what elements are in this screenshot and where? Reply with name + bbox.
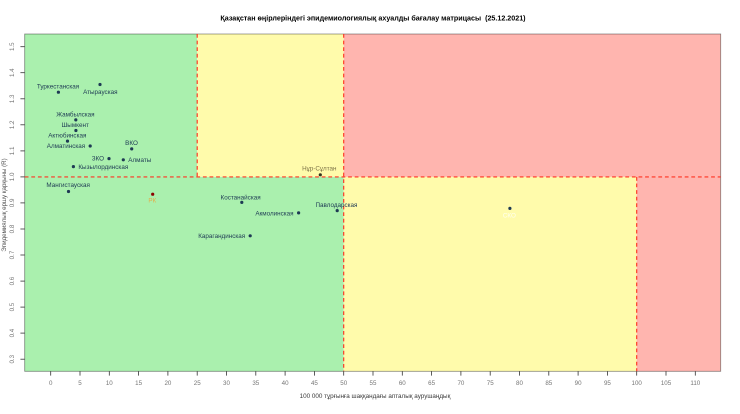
svg-text:100 000 тұрғынға шаққандағы ап: 100 000 тұрғынға шаққандағы апталық ауру… xyxy=(300,393,451,400)
svg-text:Қазақстан өңірлеріндегі эпидем: Қазақстан өңірлеріндегі эпидемиологиялық… xyxy=(220,15,526,23)
svg-text:20: 20 xyxy=(164,380,171,387)
svg-text:70: 70 xyxy=(457,380,464,387)
svg-text:Нұр-Сұлтан: Нұр-Сұлтан xyxy=(302,166,337,173)
svg-text:15: 15 xyxy=(135,380,142,387)
svg-text:1.1: 1.1 xyxy=(9,146,16,155)
svg-text:100: 100 xyxy=(632,380,643,387)
svg-text:Карагандинская: Карагандинская xyxy=(198,233,245,240)
svg-text:Акмолинская: Акмолинская xyxy=(255,210,293,217)
svg-text:Мангистауская: Мангистауская xyxy=(46,182,90,189)
svg-text:Кызылординская: Кызылординская xyxy=(78,164,128,171)
svg-text:30: 30 xyxy=(223,380,230,387)
svg-text:1.4: 1.4 xyxy=(9,68,16,77)
svg-text:60: 60 xyxy=(399,380,406,387)
svg-text:0.4: 0.4 xyxy=(9,328,16,337)
svg-text:ВКО: ВКО xyxy=(125,140,138,147)
svg-text:0.9: 0.9 xyxy=(9,198,16,207)
svg-text:90: 90 xyxy=(575,380,582,387)
svg-text:0.8: 0.8 xyxy=(9,224,16,233)
svg-text:Павлодарская: Павлодарская xyxy=(316,202,358,209)
svg-text:0.6: 0.6 xyxy=(9,276,16,285)
svg-text:0.5: 0.5 xyxy=(9,302,16,311)
svg-text:95: 95 xyxy=(604,380,611,387)
svg-text:75: 75 xyxy=(487,380,494,387)
svg-text:ЗКО: ЗКО xyxy=(92,156,104,163)
svg-text:45: 45 xyxy=(311,380,318,387)
svg-text:Костанайская: Костанайская xyxy=(221,194,261,202)
svg-text:1.5: 1.5 xyxy=(9,42,16,51)
svg-text:110: 110 xyxy=(690,380,700,387)
svg-text:10: 10 xyxy=(106,380,113,387)
svg-text:Алматы: Алматы xyxy=(128,157,151,164)
svg-text:Жамбылская: Жамбылская xyxy=(56,110,94,118)
svg-text:35: 35 xyxy=(252,380,259,387)
svg-text:80: 80 xyxy=(516,380,523,387)
svg-text:РК: РК xyxy=(148,197,156,204)
svg-text:Актюбинская: Актюбинская xyxy=(48,132,86,140)
svg-text:Атырауская: Атырауская xyxy=(83,89,117,96)
svg-text:50: 50 xyxy=(340,380,347,387)
svg-text:1.3: 1.3 xyxy=(9,94,16,103)
svg-text:65: 65 xyxy=(428,380,435,387)
svg-text:1.0: 1.0 xyxy=(9,172,16,181)
svg-text:25: 25 xyxy=(194,380,201,387)
svg-text:Шымкент: Шымкент xyxy=(62,122,89,129)
svg-text:55: 55 xyxy=(370,380,377,387)
svg-text:0.3: 0.3 xyxy=(9,354,16,363)
svg-text:0.7: 0.7 xyxy=(9,250,16,259)
svg-text:5: 5 xyxy=(78,380,82,387)
svg-text:85: 85 xyxy=(545,380,552,387)
svg-text:1.2: 1.2 xyxy=(9,120,16,129)
svg-text:Алматинская: Алматинская xyxy=(47,143,85,150)
svg-text:40: 40 xyxy=(282,380,289,387)
svg-text:Туркестанская: Туркестанская xyxy=(37,83,79,90)
svg-text:Эпидемиялық өршу қарқыны (R): Эпидемиялық өршу қарқыны (R) xyxy=(1,158,8,251)
svg-text:105: 105 xyxy=(661,380,672,387)
svg-text:СКО: СКО xyxy=(503,213,516,220)
svg-text:0: 0 xyxy=(49,380,53,387)
